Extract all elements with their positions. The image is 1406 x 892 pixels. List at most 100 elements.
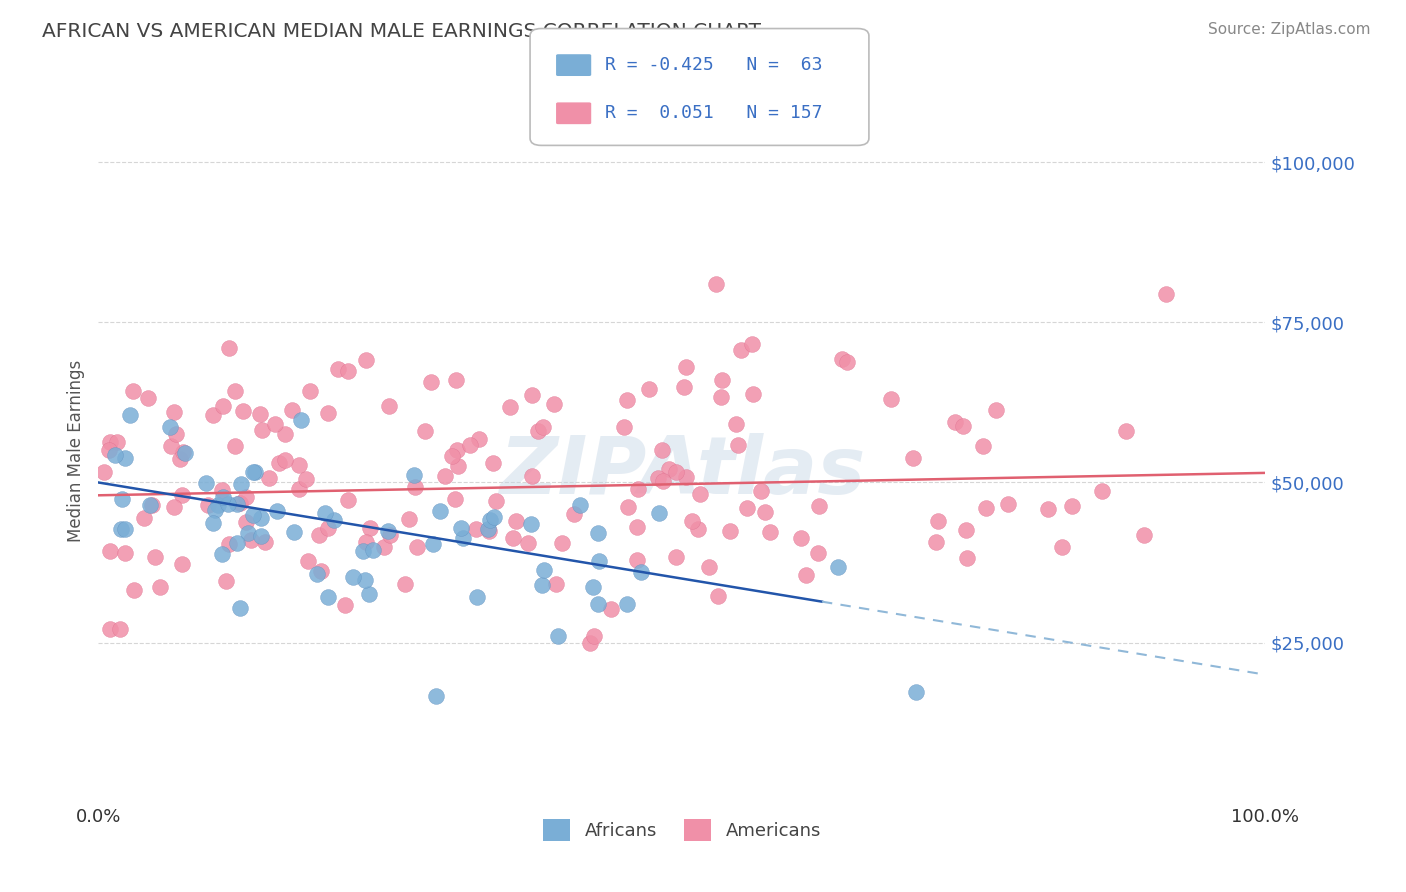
Point [172, 557, 194, 571]
Point [218, 341, 240, 355]
Point [689, 487, 711, 501]
Point [749, 484, 772, 499]
Point [613, 420, 636, 434]
Point [295, 472, 318, 486]
Point [531, 419, 554, 434]
Point [250, 529, 273, 543]
Point [477, 522, 499, 536]
Point [626, 553, 648, 567]
Point [665, 550, 688, 565]
Point [446, 443, 468, 458]
Point [316, 591, 339, 605]
Point [229, 495, 252, 509]
Point [105, 435, 128, 450]
Point [337, 364, 360, 378]
Legend: Africans, Americans: Africans, Americans [534, 810, 830, 850]
Point [273, 452, 295, 467]
Point [204, 503, 226, 517]
Point [741, 337, 763, 351]
Point [93, 466, 115, 480]
Point [450, 521, 472, 535]
Point [159, 439, 181, 453]
Point [725, 417, 748, 431]
Point [952, 418, 974, 433]
Point [288, 482, 311, 496]
Point [551, 535, 574, 549]
Text: R = -0.425   N =  63: R = -0.425 N = 63 [605, 56, 823, 74]
Point [880, 392, 903, 406]
Point [943, 415, 966, 429]
Point [263, 417, 285, 432]
Point [267, 456, 290, 470]
Point [794, 568, 817, 582]
Text: AFRICAN VS AMERICAN MEDIAN MALE EARNINGS CORRELATION CHART: AFRICAN VS AMERICAN MEDIAN MALE EARNINGS… [42, 22, 761, 41]
Point [727, 438, 749, 452]
Point [398, 512, 420, 526]
Point [665, 465, 688, 479]
Point [520, 469, 543, 483]
Point [741, 387, 763, 401]
Point [562, 508, 585, 522]
Point [972, 439, 994, 453]
Point [831, 352, 853, 367]
Point [672, 380, 695, 394]
Point [172, 445, 194, 459]
Point [478, 524, 501, 539]
Point [404, 480, 426, 494]
Point [235, 490, 257, 504]
Point [114, 451, 136, 466]
Point [229, 476, 252, 491]
Point [394, 577, 416, 591]
Point [352, 544, 374, 558]
Point [236, 526, 259, 541]
Text: ZIPAtlas: ZIPAtlas [499, 433, 865, 510]
Point [305, 567, 328, 582]
Point [122, 583, 145, 598]
Point [1091, 484, 1114, 499]
Point [444, 373, 467, 387]
Point [429, 504, 451, 518]
Point [326, 361, 349, 376]
Point [98, 442, 121, 457]
Point [380, 528, 402, 542]
Point [316, 406, 339, 420]
Point [111, 492, 134, 507]
Point [482, 456, 505, 470]
Point [217, 497, 239, 511]
Point [211, 547, 233, 561]
Point [1060, 500, 1083, 514]
Point [997, 497, 1019, 511]
Point [901, 450, 924, 465]
Point [616, 598, 638, 612]
Point [422, 537, 444, 551]
Point [697, 559, 720, 574]
Point [686, 522, 709, 536]
Point [704, 277, 727, 291]
Point [616, 393, 638, 408]
Point [98, 622, 121, 636]
Point [586, 597, 609, 611]
Text: R =  0.051   N = 157: R = 0.051 N = 157 [605, 104, 823, 122]
Point [356, 353, 378, 368]
Point [522, 388, 544, 402]
Point [226, 497, 249, 511]
Point [588, 554, 610, 568]
Point [225, 536, 247, 550]
Point [406, 540, 429, 554]
Point [710, 373, 733, 387]
Point [118, 409, 141, 423]
Point [710, 390, 733, 404]
Point [730, 343, 752, 358]
Point [165, 427, 187, 442]
Point [249, 407, 271, 421]
Point [114, 522, 136, 536]
Point [484, 510, 506, 524]
Point [100, 544, 122, 558]
Point [197, 498, 219, 512]
Point [288, 458, 311, 473]
Point [337, 492, 360, 507]
Point [955, 550, 977, 565]
Point [172, 488, 194, 502]
Point [447, 458, 470, 473]
Point [1154, 287, 1177, 301]
